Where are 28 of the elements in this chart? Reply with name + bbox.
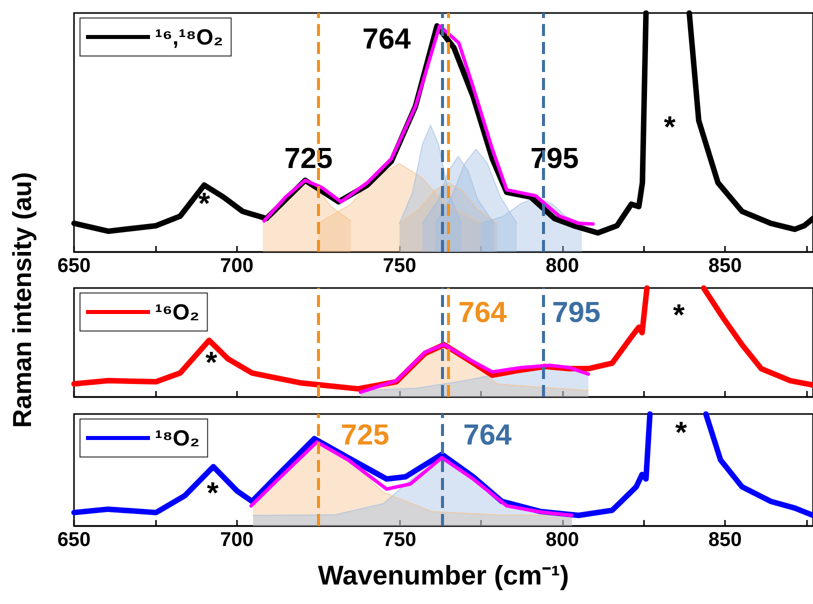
annotation: 764 — [463, 419, 512, 452]
x-tick-label: 850 — [708, 255, 742, 277]
x-tick-label: 800 — [546, 255, 580, 277]
annotation: * — [675, 416, 688, 450]
x-tick-label: 750 — [382, 529, 416, 551]
x-tick-label: 850 — [708, 529, 742, 551]
annotation: 795 — [552, 297, 601, 330]
annotation: 795 — [530, 142, 579, 175]
x-tick-label: 650 — [57, 529, 91, 551]
x-axis-title: Wavenumber (cm⁻¹) — [318, 560, 570, 590]
annotation: * — [206, 346, 218, 380]
legend-label: ¹⁸O₂ — [155, 426, 200, 450]
annotation: * — [664, 111, 676, 144]
annotation: * — [206, 477, 219, 510]
annotation: 725 — [284, 142, 333, 175]
annotation: 764 — [458, 297, 507, 330]
x-tick-label: 800 — [546, 529, 580, 551]
x-tick-label: 700 — [220, 529, 254, 551]
legend-label: ¹⁶O₂ — [155, 300, 200, 324]
annotation: * — [673, 298, 686, 332]
annotation: 764 — [362, 23, 411, 56]
y-axis-title: Raman intensity (au) — [7, 172, 37, 428]
x-tick-label: 650 — [57, 255, 91, 277]
annotation: * — [198, 188, 210, 221]
legend-label: ¹⁶,¹⁸O₂ — [155, 24, 224, 50]
x-tick-label: 750 — [382, 255, 416, 277]
x-tick-label: 700 — [220, 255, 254, 277]
annotation: 725 — [340, 419, 390, 452]
